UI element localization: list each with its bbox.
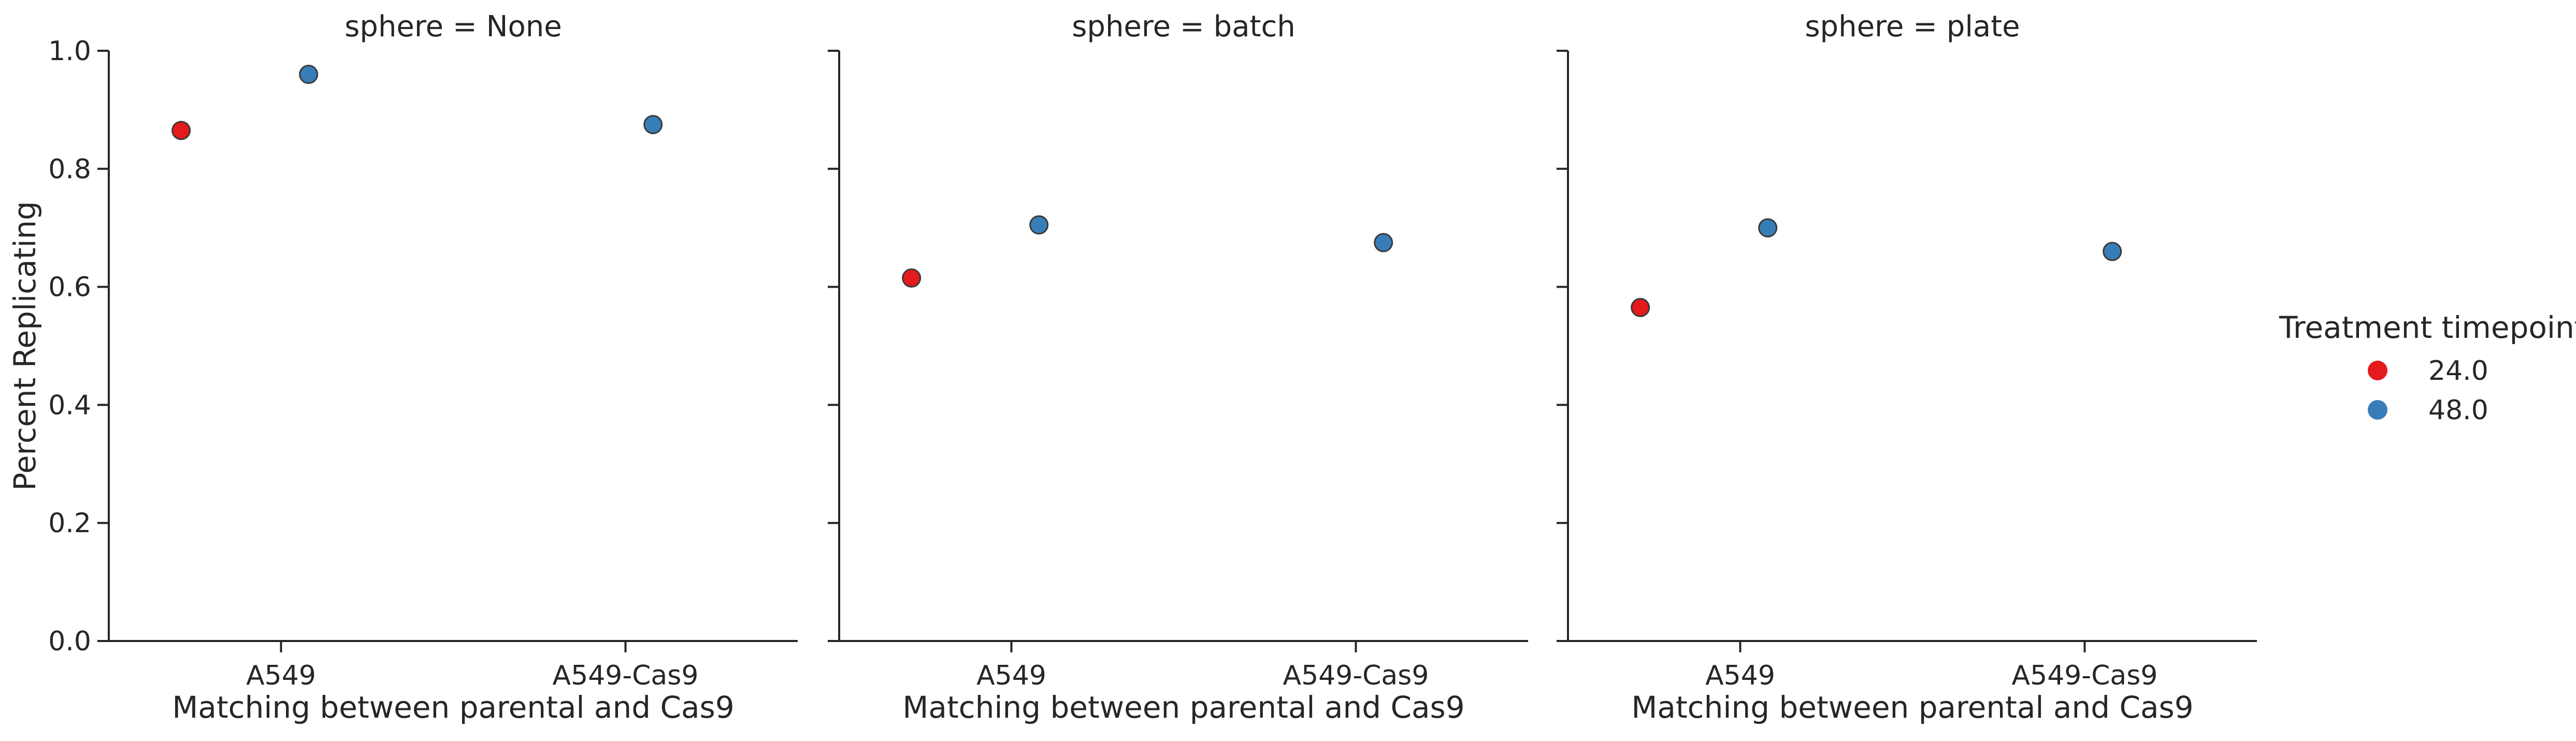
legend-label: 48.0: [2428, 395, 2488, 426]
x-tick-label: A549-Cas9: [553, 660, 699, 691]
x-axis-label: Matching between parental and Cas9: [902, 690, 1464, 725]
y-tick-label: 0.6: [48, 272, 91, 303]
x-tick-label: A549-Cas9: [1283, 660, 1429, 691]
data-point: [171, 121, 191, 140]
data-point: [2103, 241, 2122, 261]
panel-title: sphere = batch: [1072, 10, 1296, 44]
data-point: [1374, 233, 1393, 252]
panel-title: sphere = None: [344, 10, 562, 44]
x-tick-label: A549-Cas9: [2012, 660, 2158, 691]
y-tick-label: 0.0: [48, 626, 91, 657]
y-tick-label: 0.8: [48, 154, 91, 185]
y-tick-label: 1.0: [48, 36, 91, 67]
data-point: [902, 268, 922, 288]
data-point: [643, 115, 663, 134]
y-tick-label: 0.2: [48, 508, 91, 539]
data-point: [1631, 297, 1650, 317]
y-axis-label: Percent Replicating: [7, 201, 42, 491]
data-point: [299, 65, 319, 84]
x-axis-label: Matching between parental and Cas9: [1631, 690, 2193, 725]
panel-title: sphere = plate: [1805, 10, 2020, 44]
legend-title: Treatment timepoint: [2279, 310, 2576, 345]
x-tick-label: A549: [246, 660, 316, 691]
legend-marker: [2368, 361, 2387, 380]
legend-label: 24.0: [2428, 355, 2488, 387]
x-tick-label: A549: [1705, 660, 1775, 691]
data-point: [1758, 218, 1778, 238]
legend-marker: [2368, 400, 2387, 420]
data-point: [1029, 215, 1049, 235]
x-axis-label: Matching between parental and Cas9: [172, 690, 734, 725]
y-tick-label: 0.4: [48, 390, 91, 421]
x-tick-label: A549: [976, 660, 1046, 691]
